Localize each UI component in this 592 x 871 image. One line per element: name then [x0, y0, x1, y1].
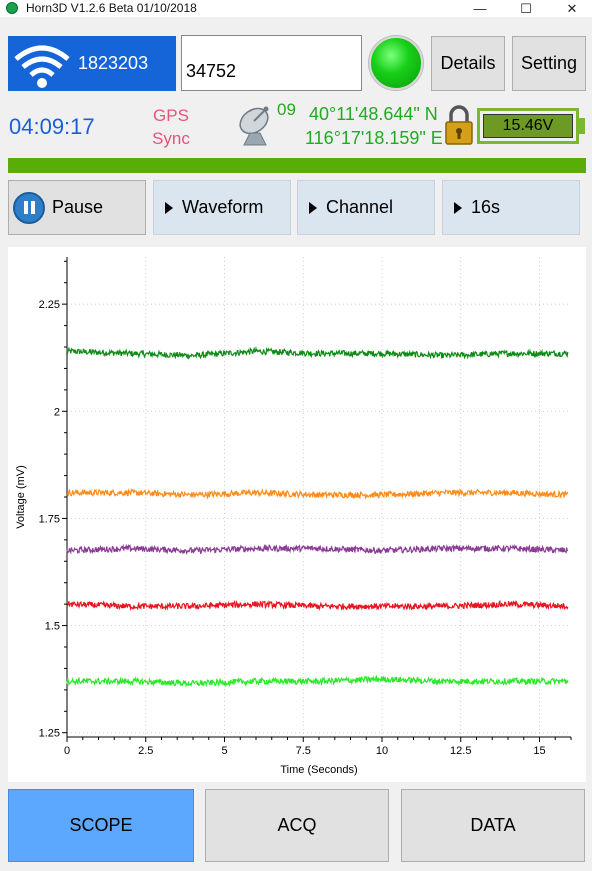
series-line-4 — [66, 599, 569, 612]
waveform-label: Waveform — [182, 197, 264, 217]
satellite-dish-icon — [239, 106, 269, 146]
window-title: Horn3D V1.2.6 Beta 01/10/2018 — [26, 1, 197, 15]
latitude: 40°11'48.644" N — [309, 104, 438, 124]
x-tick-label: 12.5 — [450, 745, 471, 757]
longitude: 116°17'18.159" E — [305, 128, 443, 148]
y-axis-label: Voltage (mV) — [15, 465, 27, 529]
padlock-icon — [445, 105, 473, 145]
series-line-3 — [66, 543, 569, 556]
x-tick-label: 7.5 — [296, 745, 311, 757]
triangle-right-icon — [165, 201, 173, 214]
title-bar: Horn3D V1.2.6 Beta 01/10/2018 — ☐ ✕ — [0, 0, 592, 17]
duration-dropdown[interactable]: 16s — [442, 180, 580, 235]
chart-canvas: 0 2.5 5 7.5 10 12.5 15 1.25 1.5 1.75 2 2.25 Time (Se… — [15, 257, 572, 776]
y-tick-label: 2.25 — [39, 299, 60, 311]
triangle-right-icon — [309, 201, 317, 214]
station-input[interactable] — [181, 35, 362, 91]
x-tick-label: 2.5 — [138, 745, 153, 757]
waveform-dropdown[interactable]: Waveform — [153, 180, 291, 235]
gps-label-line1: GPS — [153, 106, 189, 125]
pause-label: Pause — [52, 197, 104, 217]
series-line-1 — [66, 346, 569, 360]
device-id: 1823203 — [78, 53, 149, 73]
scope-chart: 0 2.5 5 7.5 10 12.5 15 1.25 1.5 1.75 2 2.25 Time (Se… — [8, 247, 586, 782]
series-line-2 — [66, 487, 569, 500]
data-tab[interactable]: DATA — [401, 789, 585, 862]
device-panel: 1823203 — [8, 36, 176, 91]
pause-button[interactable]: Pause — [8, 180, 146, 235]
x-tick-label: 15 — [533, 745, 545, 757]
duration-label: 16s — [471, 197, 501, 217]
gps-label-line2: Sync — [152, 129, 190, 148]
close-button[interactable]: ✕ — [566, 0, 578, 16]
setting-button[interactable]: Setting — [512, 36, 586, 91]
clock: 04:09:17 — [9, 114, 95, 139]
wifi-icon — [14, 45, 70, 88]
pause-icon — [13, 191, 45, 224]
y-tick-label: 1.25 — [39, 728, 60, 740]
details-button[interactable]: Details — [431, 36, 505, 91]
acq-tab[interactable]: ACQ — [205, 789, 389, 862]
series-line-5 — [66, 674, 569, 688]
channel-dropdown[interactable]: Channel — [297, 180, 435, 235]
y-tick-label: 2 — [54, 406, 60, 418]
minimize-button[interactable]: — — [473, 1, 487, 16]
progress-bar — [8, 158, 586, 173]
status-indicator — [369, 36, 423, 90]
battery-icon: 15.46V — [477, 108, 579, 144]
y-tick-label: 1.75 — [39, 513, 60, 525]
gps-sync-label: GPS Sync — [150, 104, 192, 150]
channel-label: Channel — [326, 197, 394, 217]
x-tick-label: 10 — [376, 745, 388, 757]
maximize-button[interactable]: ☐ — [520, 0, 532, 16]
x-axis-label: Time (Seconds) — [280, 764, 357, 776]
top-panel: 1823203 Details Setting 04:09:17 GPS Syn… — [0, 17, 592, 177]
triangle-right-icon — [454, 201, 462, 214]
x-tick-label: 0 — [64, 745, 70, 757]
y-tick-label: 1.5 — [45, 621, 60, 633]
satellite-count: 09 — [277, 100, 296, 119]
battery-terminal — [579, 118, 585, 134]
app-icon — [6, 2, 18, 14]
battery-voltage: 15.46V — [483, 114, 573, 138]
x-tick-label: 5 — [221, 745, 227, 757]
scope-tab[interactable]: SCOPE — [8, 789, 194, 862]
